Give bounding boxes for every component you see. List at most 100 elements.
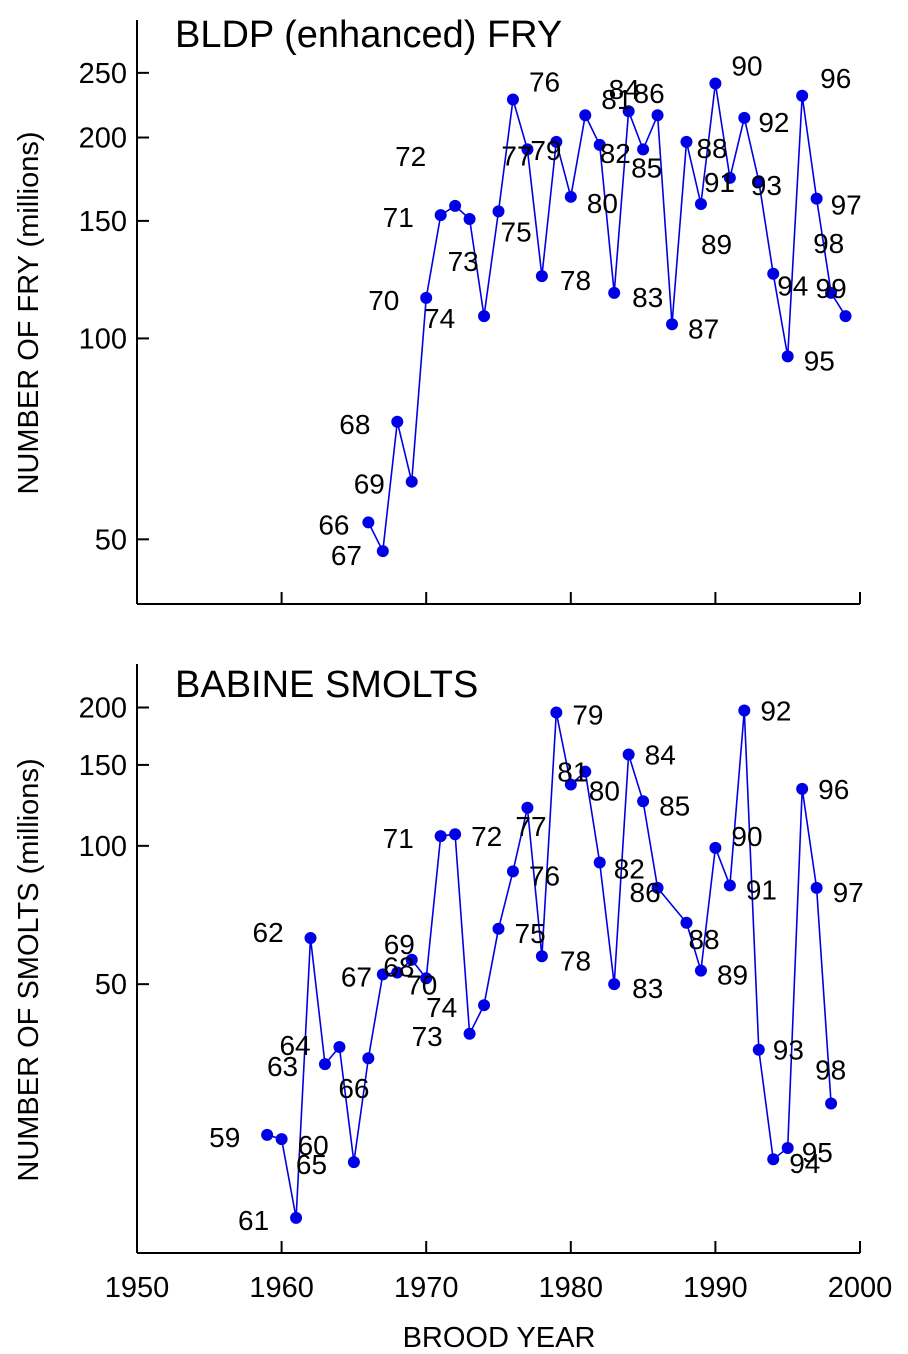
smolts-axes (136, 664, 861, 1254)
data-point (651, 109, 664, 122)
data-label: 88 (696, 133, 727, 164)
data-point (362, 1052, 375, 1065)
data-label: 86 (630, 877, 661, 908)
data-point (506, 865, 519, 878)
data-point (463, 1027, 476, 1040)
data-label: 66 (338, 1073, 369, 1104)
data-point (362, 516, 375, 529)
data-label: 82 (614, 853, 645, 884)
data-label: 61 (238, 1205, 269, 1236)
data-label: 62 (253, 917, 284, 948)
data-point (810, 192, 823, 205)
data-point (521, 143, 534, 156)
y-tick-label: 50 (95, 969, 127, 1001)
data-point (391, 415, 404, 428)
data-point (694, 964, 707, 977)
data-point (608, 286, 621, 299)
data-label: 68 (383, 952, 414, 983)
data-point (506, 93, 519, 106)
data-label: 82 (600, 138, 631, 169)
y-tick-label: 150 (79, 206, 127, 238)
data-label: 66 (318, 509, 349, 540)
smolts-tick-labels: 50 100 150 200 1950 1960 1970 1980 1990 2000 (79, 693, 893, 1304)
data-point (449, 199, 462, 212)
data-label: 90 (731, 50, 762, 81)
fry-chart: BLDP (enhanced) FRY NUMBER OF FRY (milli… (13, 14, 862, 605)
data-point (463, 212, 476, 225)
data-point (535, 270, 548, 283)
data-label: 63 (267, 1051, 298, 1082)
data-point (420, 291, 433, 304)
data-point (420, 972, 433, 985)
data-point (579, 109, 592, 122)
data-label: 83 (632, 973, 663, 1004)
data-label: 75 (501, 216, 532, 247)
data-point (261, 1128, 274, 1141)
data-label: 67 (331, 540, 362, 571)
y-tick-label: 100 (79, 831, 127, 863)
data-point (492, 922, 505, 935)
data-label: 75 (515, 918, 546, 949)
data-point (825, 1097, 838, 1110)
data-point (478, 310, 491, 323)
data-label: 97 (833, 877, 864, 908)
data-point (723, 171, 736, 184)
data-label: 72 (471, 821, 502, 852)
data-point (318, 1058, 331, 1071)
data-point (752, 175, 765, 188)
data-label: 98 (813, 228, 844, 259)
data-point (434, 830, 447, 843)
data-label: 73 (448, 246, 479, 277)
x-tick-label: 2000 (828, 1272, 893, 1304)
x-tick-label: 1960 (249, 1272, 314, 1304)
data-label: 78 (560, 945, 591, 976)
data-point (738, 111, 751, 124)
data-label: 70 (368, 285, 399, 316)
data-label: 91 (746, 874, 777, 905)
data-label: 94 (789, 1148, 820, 1179)
data-label: 93 (751, 170, 782, 201)
data-point (550, 706, 563, 719)
data-point (564, 778, 577, 791)
data-label: 85 (659, 790, 690, 821)
fry-data-points (362, 77, 852, 558)
data-point (449, 828, 462, 841)
data-label: 70 (406, 969, 437, 1000)
fry-chart-title: BLDP (enhanced) FRY (175, 14, 562, 56)
data-point (738, 704, 751, 717)
data-point (723, 879, 736, 892)
y-tick-label: 250 (79, 58, 127, 90)
data-label: 89 (717, 960, 748, 991)
data-label: 91 (704, 167, 735, 198)
data-label: 96 (818, 774, 849, 805)
data-point (752, 1043, 765, 1056)
data-point (492, 205, 505, 218)
data-point (680, 916, 693, 929)
data-label: 60 (298, 1130, 329, 1161)
data-point (347, 1156, 360, 1169)
smolts-y-axis-label: NUMBER OF SMOLTS (millions) (13, 758, 45, 1181)
data-label: 85 (631, 152, 662, 183)
data-label: 77 (501, 140, 532, 171)
y-tick-label: 50 (95, 524, 127, 556)
data-label: 83 (632, 282, 663, 313)
data-point (405, 475, 418, 488)
data-label: 95 (802, 1137, 833, 1168)
data-label: 96 (820, 63, 851, 94)
data-label: 94 (777, 271, 808, 302)
data-label: 71 (383, 823, 414, 854)
fry-axes (136, 20, 861, 605)
data-point (405, 953, 418, 966)
data-label: 77 (515, 811, 546, 842)
data-point (767, 267, 780, 280)
data-point (810, 881, 823, 894)
data-point (290, 1211, 303, 1224)
smolts-chart-title: BABINE SMOLTS (175, 664, 478, 706)
data-label: 89 (701, 229, 732, 260)
data-point (550, 135, 563, 148)
x-tick-label: 1990 (683, 1272, 748, 1304)
data-label: 92 (758, 107, 789, 138)
data-point (622, 748, 635, 761)
data-point (839, 310, 852, 323)
